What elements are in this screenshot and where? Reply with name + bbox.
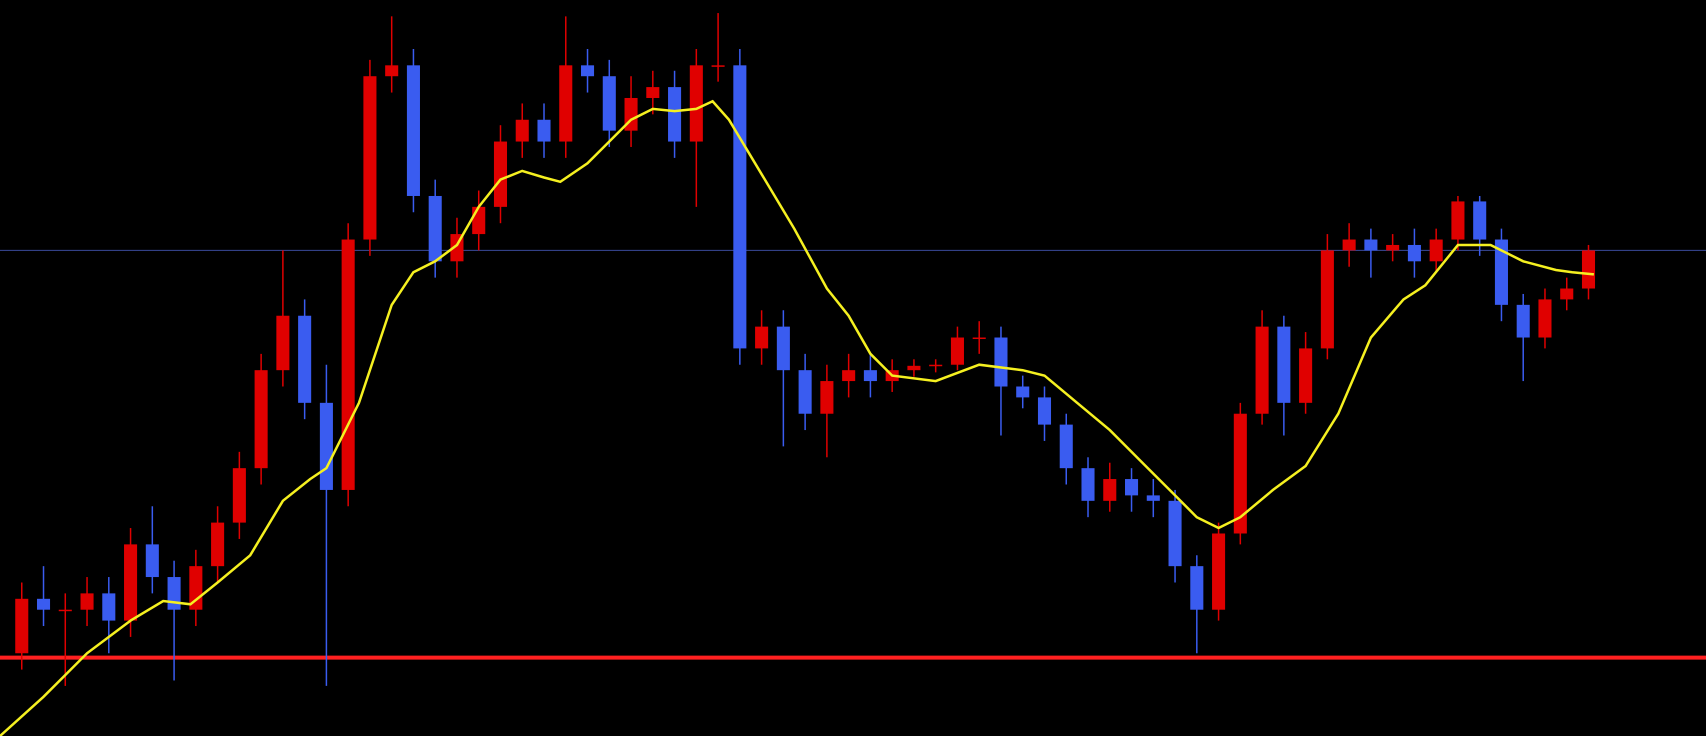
candle-body (36, 598, 51, 610)
candle-body (406, 65, 420, 196)
candle-body (1473, 201, 1487, 240)
candle-body (1081, 468, 1095, 501)
candle-body (559, 65, 573, 142)
candle-body (254, 370, 268, 469)
candle-body (1277, 326, 1291, 403)
candle-body (776, 326, 790, 371)
candle-body (472, 206, 486, 235)
candle-body (646, 87, 660, 98)
candle-body (537, 119, 551, 142)
candle-body (363, 76, 377, 240)
candle-body (863, 370, 877, 382)
candle-body (1299, 348, 1313, 403)
candle-body (428, 195, 442, 262)
candle-body (929, 364, 943, 367)
candle-body (211, 522, 225, 567)
candle-body (1342, 239, 1356, 251)
candle-body (298, 315, 312, 403)
candle-body (1516, 304, 1530, 338)
candle-body (1212, 533, 1226, 610)
candle-body (1168, 500, 1182, 567)
candle-body (689, 65, 703, 142)
candle-body (515, 119, 529, 142)
candle-body (1146, 495, 1160, 501)
candle-body (1037, 397, 1052, 425)
candle-body (1538, 299, 1552, 338)
candle-body (385, 65, 399, 77)
candle-body (1494, 239, 1508, 305)
candle-body (58, 609, 72, 612)
candle-body (493, 141, 508, 207)
candle-body (994, 337, 1008, 387)
candle-body (907, 365, 921, 371)
candle-body (145, 544, 159, 578)
moving-average-line (0, 99, 1595, 736)
candle-body (80, 593, 94, 610)
candle-body (1016, 386, 1030, 398)
candle-body (276, 315, 290, 371)
candle-body (602, 76, 616, 131)
candle-body (1255, 326, 1269, 414)
candle-body (232, 468, 246, 523)
candle-body (102, 593, 116, 621)
candle-body (1320, 250, 1334, 349)
candle-body (1190, 566, 1204, 610)
candle-body (341, 239, 355, 490)
candle-body (1364, 239, 1378, 251)
candle-body (1581, 250, 1596, 289)
candle-body (1125, 479, 1139, 496)
candle-body (319, 402, 333, 490)
candle-body (124, 544, 138, 621)
candle-body (580, 65, 595, 77)
candle-body (1429, 239, 1443, 262)
candle-body (1560, 288, 1574, 300)
candle-body (842, 370, 856, 382)
candle-body (1103, 479, 1117, 501)
candle-body (15, 598, 29, 654)
candle-body (1407, 244, 1421, 262)
candle-body (1386, 244, 1400, 251)
candle-body (1451, 201, 1465, 240)
candle-body (950, 337, 964, 365)
candle-body (1059, 424, 1073, 469)
candle-body (1233, 413, 1247, 534)
candle-body (167, 577, 181, 610)
candle-body (711, 65, 725, 67)
candle-body (755, 326, 769, 349)
candle-body (972, 337, 986, 340)
candle-body (798, 370, 812, 414)
candle-body (668, 87, 682, 142)
candle-body (820, 381, 834, 414)
candle-body (733, 65, 747, 349)
